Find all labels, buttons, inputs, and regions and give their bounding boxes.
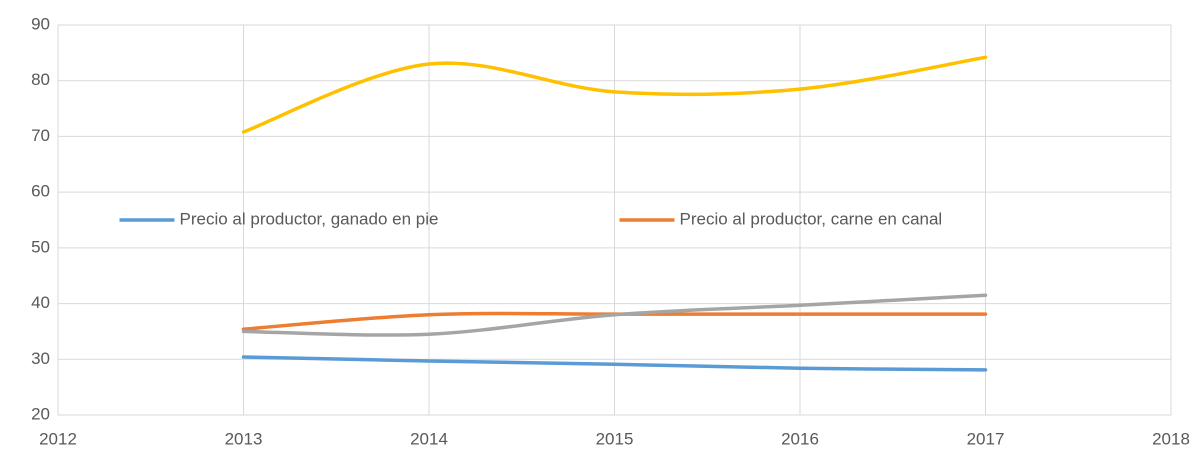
x-tick-label: 2012 xyxy=(39,429,77,448)
y-tick-label: 40 xyxy=(31,293,50,312)
x-tick-label: 2017 xyxy=(967,429,1005,448)
legend-label: Precio al productor, ganado en pie xyxy=(180,209,439,228)
y-tick-label: 80 xyxy=(31,70,50,89)
y-tick-label: 60 xyxy=(31,182,50,201)
y-tick-label: 70 xyxy=(31,126,50,145)
x-tick-label: 2013 xyxy=(225,429,263,448)
y-tick-label: 90 xyxy=(31,14,50,33)
x-tick-label: 2016 xyxy=(781,429,819,448)
y-tick-label: 50 xyxy=(31,237,50,256)
series-line xyxy=(241,355,988,372)
series-line xyxy=(241,55,988,134)
x-tick-label: 2014 xyxy=(410,429,448,448)
series-line xyxy=(241,293,988,337)
x-tick-label: 2018 xyxy=(1152,429,1190,448)
y-tick-label: 30 xyxy=(31,349,50,368)
y-tick-label: 20 xyxy=(31,404,50,423)
x-tick-label: 2015 xyxy=(596,429,634,448)
legend-label: Precio al productor, carne en canal xyxy=(680,209,943,228)
